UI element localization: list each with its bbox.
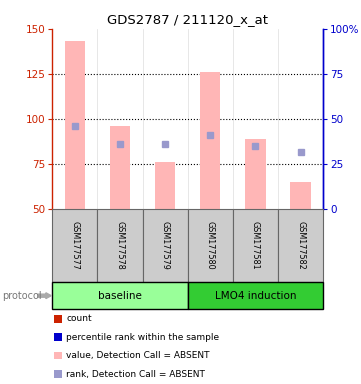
Text: GSM177580: GSM177580 — [206, 222, 215, 270]
Text: GSM177579: GSM177579 — [161, 221, 170, 270]
Bar — [245, 139, 266, 209]
Text: LMO4 induction: LMO4 induction — [215, 291, 296, 301]
Title: GDS2787 / 211120_x_at: GDS2787 / 211120_x_at — [107, 13, 268, 26]
Text: value, Detection Call = ABSENT: value, Detection Call = ABSENT — [66, 351, 210, 360]
Bar — [290, 182, 311, 209]
Text: percentile rank within the sample: percentile rank within the sample — [66, 333, 219, 342]
Text: GSM177577: GSM177577 — [70, 221, 79, 270]
Bar — [200, 72, 221, 209]
Text: GSM177581: GSM177581 — [251, 222, 260, 270]
Text: protocol: protocol — [2, 291, 42, 301]
Text: rank, Detection Call = ABSENT: rank, Detection Call = ABSENT — [66, 369, 205, 379]
Bar — [110, 126, 130, 209]
Text: GSM177582: GSM177582 — [296, 222, 305, 270]
Text: baseline: baseline — [98, 291, 142, 301]
Text: count: count — [66, 314, 92, 323]
Text: GSM177578: GSM177578 — [116, 222, 125, 270]
Bar — [155, 162, 175, 209]
Bar — [65, 41, 85, 209]
